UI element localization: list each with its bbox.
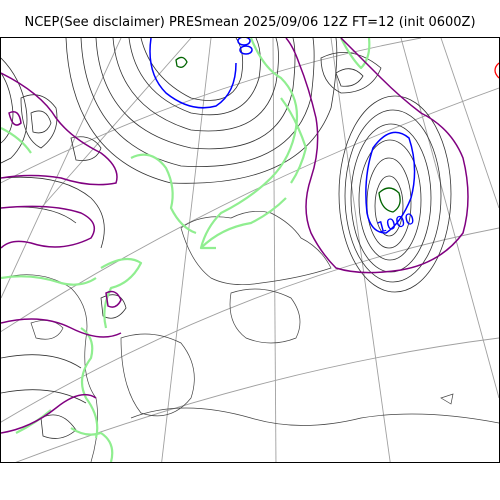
latitude-line <box>1 227 499 423</box>
isobar <box>112 38 279 132</box>
spread-line <box>1 275 97 286</box>
isobar <box>40 414 77 439</box>
isobar <box>100 294 127 319</box>
map-frame: 1000 <box>0 37 500 463</box>
coastline <box>229 288 301 344</box>
spread-line <box>80 327 99 439</box>
isobar <box>1 57 28 164</box>
isobar <box>320 52 382 94</box>
isobar <box>65 38 338 184</box>
isobar-1012 <box>1 205 96 249</box>
isobars-high <box>494 62 499 79</box>
isobar <box>366 157 412 249</box>
isobar <box>70 136 102 161</box>
isobar-1012 <box>1 72 118 186</box>
isobar-1012 <box>105 290 122 308</box>
isobar <box>140 38 244 101</box>
spread-line <box>199 38 299 250</box>
spread-line <box>15 409 52 434</box>
spread-lines <box>1 38 371 462</box>
isobars-1012 <box>1 38 469 434</box>
longitude-line <box>330 38 391 462</box>
isobar-1004 <box>237 38 251 46</box>
longitude-line <box>400 38 499 399</box>
coastline <box>130 407 499 426</box>
spread-line <box>280 97 308 184</box>
coastline <box>30 320 64 340</box>
isobar-996 <box>378 187 401 213</box>
longitude-line <box>272 38 277 462</box>
isobar <box>1 176 105 249</box>
map-title: NCEP(See disclaimer) PRESmean 2025/09/06… <box>24 15 476 30</box>
isobar <box>374 175 404 237</box>
coastlines <box>1 211 499 462</box>
spread-line <box>1 127 32 154</box>
isobar-996 <box>175 56 188 68</box>
isobars-996 <box>175 56 401 213</box>
isobar <box>344 109 442 283</box>
coastline <box>440 393 454 405</box>
isobar <box>20 94 58 149</box>
isobar <box>1 354 82 369</box>
isobar-1012 <box>1 318 122 338</box>
latitude-line <box>1 38 422 184</box>
coastline <box>180 211 332 285</box>
spread-line <box>70 427 114 462</box>
spread-line <box>340 38 371 70</box>
isobar <box>335 68 364 87</box>
longitude-line <box>161 38 212 462</box>
isobar <box>128 38 261 116</box>
isobars <box>1 38 452 439</box>
isobar-1012 <box>8 111 22 126</box>
coastline <box>120 333 195 417</box>
isobar <box>358 139 422 261</box>
coastline <box>1 274 99 462</box>
isobar-1012 <box>1 393 97 434</box>
isobar-1004 <box>365 131 416 234</box>
spread-line <box>200 197 287 249</box>
isobar <box>80 38 315 167</box>
latitude-line <box>15 337 499 462</box>
isobar-high <box>494 62 499 79</box>
longitude-line <box>1 38 122 299</box>
isobar-1004 <box>239 45 253 55</box>
isobar <box>1 72 14 144</box>
spread-line <box>100 257 143 329</box>
graticule <box>1 38 499 462</box>
isobar <box>338 95 452 293</box>
pressure-map: 1000 <box>1 38 499 462</box>
isobar <box>350 123 432 273</box>
spread-line <box>130 153 197 235</box>
isobars-1004 <box>149 38 416 234</box>
isobar-1004 <box>149 38 237 109</box>
longitude-line <box>440 38 499 209</box>
isobar-1012 <box>285 38 469 274</box>
isobar <box>30 110 52 134</box>
isobar <box>95 38 296 150</box>
isobar <box>1 389 87 404</box>
